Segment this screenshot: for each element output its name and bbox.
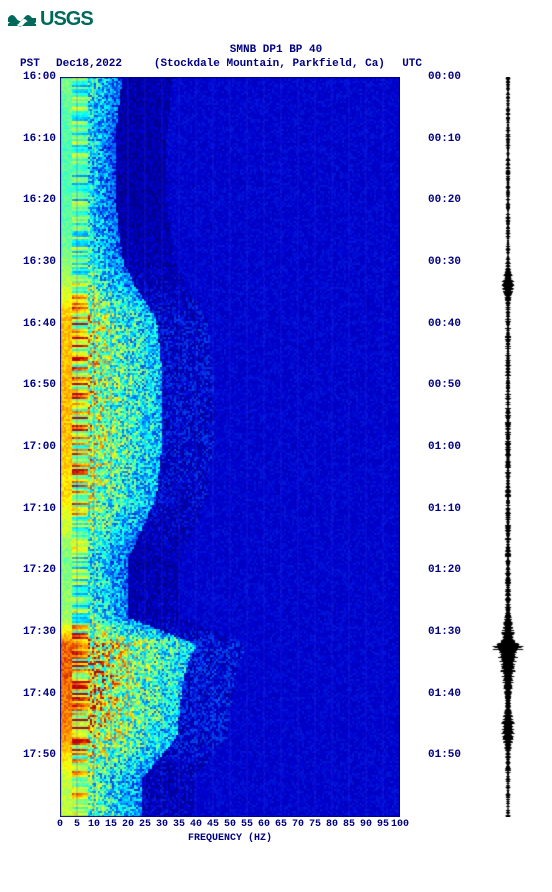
xtick: 0 [57,819,63,830]
xtick: 90 [360,819,372,830]
xtick: 100 [391,819,409,830]
y-axis-pst: 16:0016:1016:2016:3016:4016:5017:0017:10… [0,77,58,817]
xtick: 50 [224,819,236,830]
ytick-right: 00:50 [428,379,461,391]
xtick: 40 [190,819,202,830]
xtick: 35 [173,819,185,830]
ytick-right: 00:30 [428,256,461,268]
xtick: 30 [156,819,168,830]
usgs-wave-icon [8,10,36,30]
xtick: 25 [139,819,151,830]
ytick-right: 01:00 [428,441,461,453]
ytick-left: 16:00 [0,71,56,83]
xtick: 70 [292,819,304,830]
ytick-right: 00:10 [428,133,461,145]
ytick-right: 01:50 [428,749,461,761]
x-axis-label: FREQUENCY (HZ) [60,833,400,844]
ytick-right: 00:20 [428,194,461,206]
xtick: 65 [275,819,287,830]
waveform-canvas [478,77,538,817]
xtick: 20 [122,819,134,830]
ytick-left: 16:30 [0,256,56,268]
ytick-right: 01:20 [428,564,461,576]
ytick-left: 17:50 [0,749,56,761]
usgs-logo-text: USGS [40,8,93,31]
xtick: 55 [241,819,253,830]
xtick: 95 [377,819,389,830]
xtick: 85 [343,819,355,830]
title-line1: SMNB DP1 BP 40 [0,43,552,57]
ytick-left: 16:20 [0,194,56,206]
xtick: 60 [258,819,270,830]
ytick-left: 16:50 [0,379,56,391]
xtick: 15 [105,819,117,830]
ytick-left: 17:10 [0,503,56,515]
xtick: 80 [326,819,338,830]
ytick-left: 17:20 [0,564,56,576]
title-date: Dec18,2022 [56,57,122,71]
tz-left-label: PST [20,57,40,71]
ytick-left: 17:40 [0,688,56,700]
xtick: 10 [88,819,100,830]
ytick-right: 00:40 [428,318,461,330]
ytick-right: 01:30 [428,626,461,638]
ytick-left: 16:10 [0,133,56,145]
xtick: 75 [309,819,321,830]
tz-right-label: UTC [402,57,422,71]
xtick: 5 [74,819,80,830]
ytick-right: 01:10 [428,503,461,515]
ytick-left: 16:40 [0,318,56,330]
ytick-left: 17:00 [0,441,56,453]
ytick-right: 01:40 [428,688,461,700]
spectrogram-canvas [60,77,400,817]
usgs-logo: USGS [0,0,552,39]
title-station: (Stockdale Mountain, Parkfield, Ca) [154,58,385,70]
y-axis-utc: 00:0000:1000:2000:3000:4000:5001:0001:10… [400,77,460,817]
waveform-panel [478,77,538,817]
chart-title: SMNB DP1 BP 40 PST Dec18,2022 (Stockdale… [0,39,552,78]
ytick-left: 17:30 [0,626,56,638]
spectrogram-panel [60,77,400,817]
ytick-right: 00:00 [428,71,461,83]
xtick: 45 [207,819,219,830]
